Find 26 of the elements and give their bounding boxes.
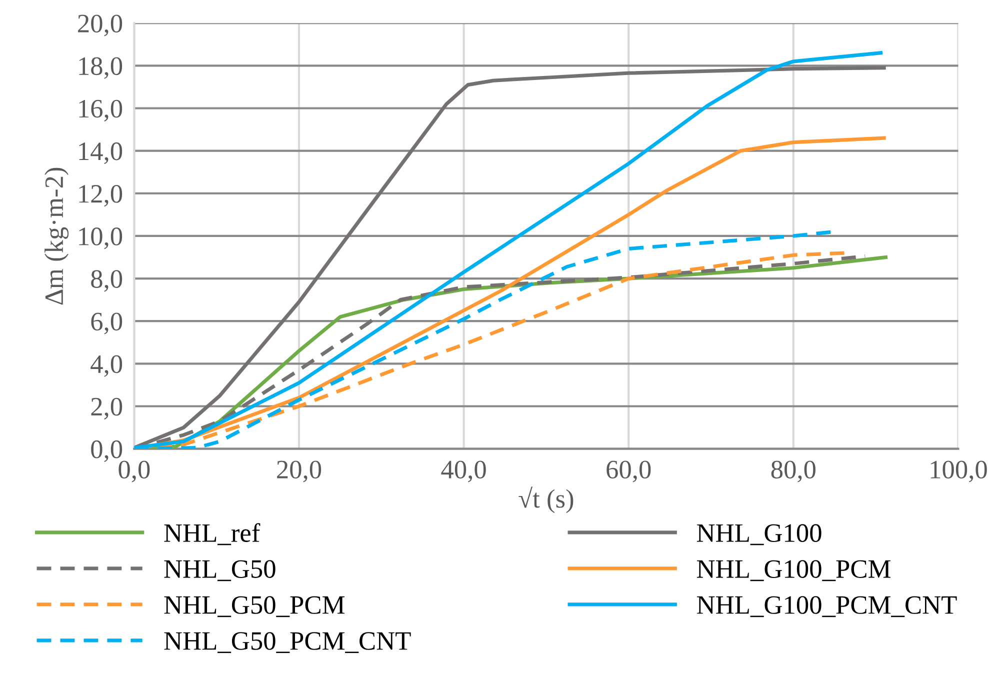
y-tick-label: 18,0 — [79, 57, 122, 79]
y-tick-label: 4,0 — [90, 355, 122, 377]
legend-label: NHL_G100 — [696, 524, 822, 546]
legend-label: NHL_G100_PCM_CNT — [696, 596, 957, 618]
x-tick-label: 80,0 — [771, 460, 816, 482]
y-tick-label: 0,0 — [91, 440, 122, 462]
y-tick-label: 10,0 — [79, 228, 122, 250]
y-tick-label: 20,0 — [78, 14, 122, 36]
x-tick-label: 0,0 — [118, 460, 150, 482]
y-tick-label: 8,0 — [91, 270, 122, 292]
legend-label: NHL_G50 — [164, 560, 276, 582]
y-tick-label: 6,0 — [91, 312, 122, 334]
x-axis-title: √t (s) — [518, 486, 574, 514]
legend-label: NHL_G100_PCM — [696, 560, 890, 582]
y-axis-title: ∆m (kg·m-2) — [44, 168, 69, 305]
legend-label: NHL_G50_PCM_CNT — [164, 632, 411, 654]
y-tick-label: 2,0 — [91, 398, 122, 420]
x-tick-label: 100,0 — [930, 460, 987, 482]
x-tick-label: 20,0 — [277, 460, 322, 482]
x-tick-label: 40,0 — [441, 460, 486, 482]
y-tick-label: 12,0 — [79, 184, 122, 207]
x-tick-label: 60,0 — [606, 460, 651, 482]
y-tick-label: 14,0 — [79, 142, 122, 164]
legend-label: NHL_G50_PCM — [164, 596, 344, 618]
legend-label: NHL_ref — [164, 523, 260, 546]
y-tick-label: 16,0 — [79, 100, 122, 122]
